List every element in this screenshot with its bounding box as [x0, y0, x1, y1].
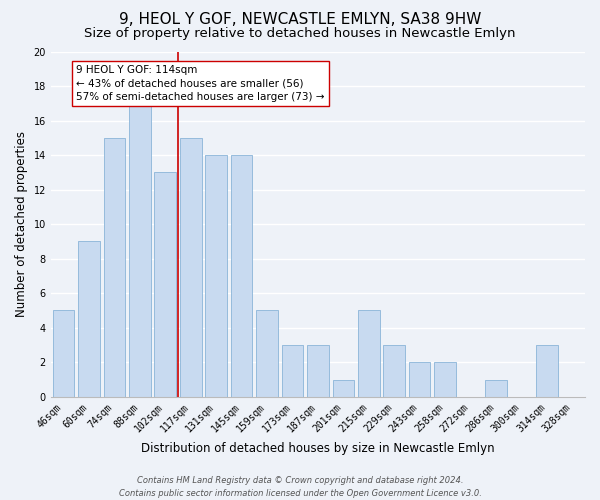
- Bar: [231, 155, 253, 397]
- Bar: [281, 345, 303, 397]
- Bar: [409, 362, 430, 397]
- Bar: [205, 155, 227, 397]
- Bar: [104, 138, 125, 397]
- Bar: [78, 242, 100, 397]
- Bar: [434, 362, 456, 397]
- Bar: [332, 380, 354, 397]
- Text: Contains HM Land Registry data © Crown copyright and database right 2024.
Contai: Contains HM Land Registry data © Crown c…: [119, 476, 481, 498]
- Text: Size of property relative to detached houses in Newcastle Emlyn: Size of property relative to detached ho…: [84, 28, 516, 40]
- Bar: [256, 310, 278, 397]
- Bar: [485, 380, 507, 397]
- Y-axis label: Number of detached properties: Number of detached properties: [15, 131, 28, 317]
- Bar: [383, 345, 405, 397]
- Text: 9 HEOL Y GOF: 114sqm
← 43% of detached houses are smaller (56)
57% of semi-detac: 9 HEOL Y GOF: 114sqm ← 43% of detached h…: [76, 66, 325, 102]
- Bar: [536, 345, 557, 397]
- Bar: [53, 310, 74, 397]
- Bar: [307, 345, 329, 397]
- Bar: [180, 138, 202, 397]
- Bar: [358, 310, 380, 397]
- Text: 9, HEOL Y GOF, NEWCASTLE EMLYN, SA38 9HW: 9, HEOL Y GOF, NEWCASTLE EMLYN, SA38 9HW: [119, 12, 481, 28]
- X-axis label: Distribution of detached houses by size in Newcastle Emlyn: Distribution of detached houses by size …: [141, 442, 495, 455]
- Bar: [129, 104, 151, 397]
- Bar: [154, 172, 176, 397]
